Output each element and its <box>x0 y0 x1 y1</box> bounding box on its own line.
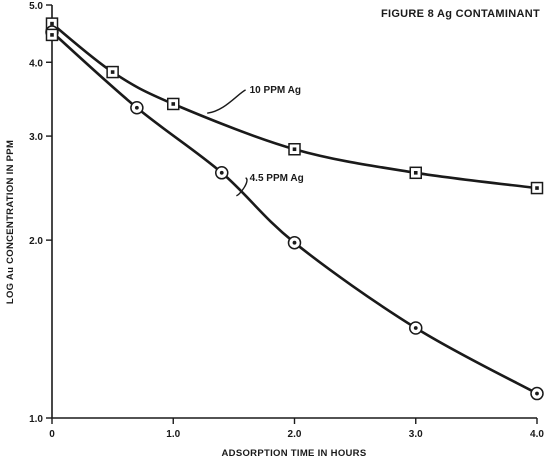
series-curves <box>50 22 539 395</box>
x-axis-ticks: 0 1.0 2.0 3.0 4.0 <box>49 418 544 440</box>
y-tick-label: 5.0 <box>29 1 43 12</box>
square-marker-center <box>110 70 115 74</box>
y-tick-label: 4.0 <box>29 58 43 69</box>
square-marker-center <box>50 21 54 26</box>
x-tick-label: 3.0 <box>409 429 423 440</box>
circle-marker-center <box>413 326 418 330</box>
circle-marker-center <box>219 170 224 175</box>
y-tick-label: 3.0 <box>29 132 43 143</box>
circle-marker-center <box>535 391 539 396</box>
series-markers <box>45 17 544 401</box>
circle-marker-center <box>134 105 139 110</box>
x-axis-title: ADSORPTION TIME IN HOURS <box>222 448 367 459</box>
circle-marker-center <box>292 240 297 245</box>
series-labels: 10 PPM Ag 4.5 PPM Ag <box>207 85 304 197</box>
figure-title: FIGURE 8 Ag CONTAMINANT <box>381 8 540 20</box>
series-line <box>50 22 539 190</box>
x-tick-label: 4.0 <box>530 429 544 440</box>
square-marker-center <box>50 33 54 37</box>
x-tick-label: 1.0 <box>166 429 180 440</box>
y-axis-ticks: 1.0 2.0 3.0 4.0 5.0 <box>29 1 52 425</box>
y-axis-title: LOG Au CONCENTRATION IN PPM <box>5 140 16 304</box>
series-label: 4.5 PPM Ag <box>250 173 304 184</box>
x-tick-label: 0 <box>49 429 55 440</box>
y-tick-label: 2.0 <box>29 236 43 247</box>
series-label: 10 PPM Ag <box>250 85 301 96</box>
square-marker-center <box>413 171 418 175</box>
square-marker-center <box>292 147 297 152</box>
series-line <box>50 30 539 395</box>
x-tick-label: 2.0 <box>288 429 302 440</box>
square-marker-center <box>535 186 539 190</box>
series-label-leader <box>207 89 246 114</box>
square-marker-center <box>171 102 176 106</box>
series-label-leader <box>236 177 248 197</box>
y-tick-label: 1.0 <box>29 414 43 425</box>
